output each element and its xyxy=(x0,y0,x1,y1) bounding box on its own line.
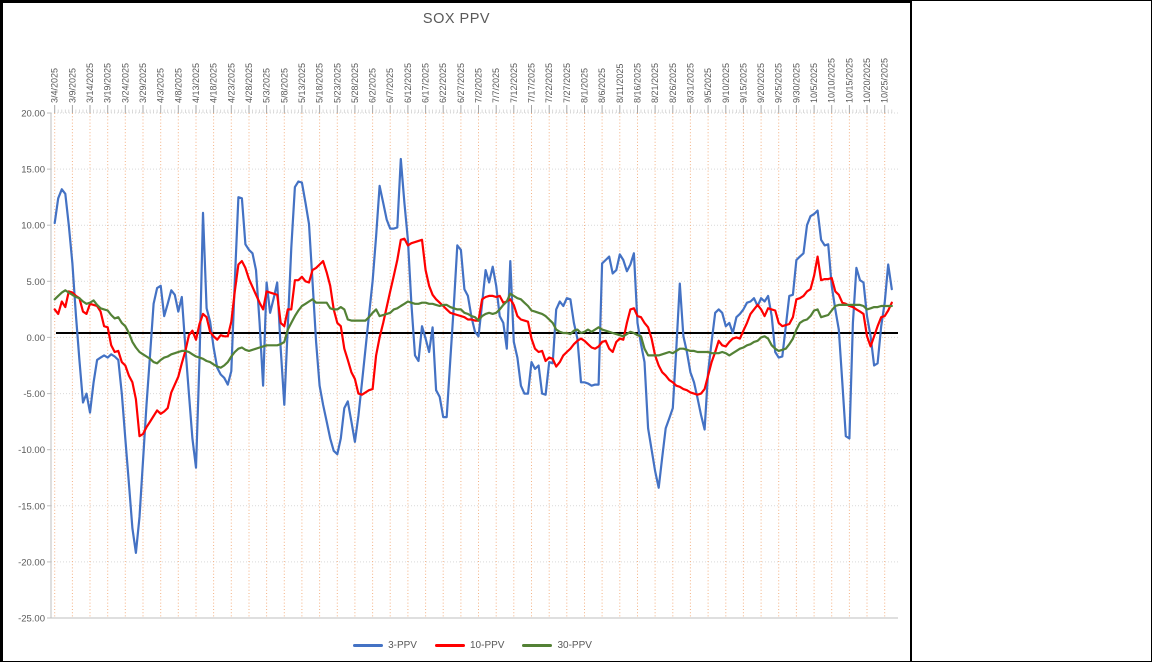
svg-text:4/13/2025: 4/13/2025 xyxy=(191,63,201,103)
svg-text:8/21/2025: 8/21/2025 xyxy=(650,63,660,103)
svg-text:-20.00: -20.00 xyxy=(18,557,45,568)
svg-text:7/17/2025: 7/17/2025 xyxy=(527,63,537,103)
series-lines xyxy=(53,157,893,555)
svg-text:3/14/2025: 3/14/2025 xyxy=(85,63,95,103)
svg-text:5/18/2025: 5/18/2025 xyxy=(315,63,325,103)
svg-text:5/28/2025: 5/28/2025 xyxy=(350,63,360,103)
svg-text:9/30/2025: 9/30/2025 xyxy=(791,63,801,103)
y-axis-labels: 20.00 15.00 10.00 5.00 0.00 -5.00 -10.00 -15.00… xyxy=(18,109,45,625)
svg-text:6/7/2025: 6/7/2025 xyxy=(385,68,395,103)
svg-text:4/8/2025: 4/8/2025 xyxy=(173,68,183,103)
svg-text:0.00: 0.00 xyxy=(27,333,46,344)
legend-line-swatch-3-ppv-icon xyxy=(353,644,384,647)
series-line-30-PPV[interactable] xyxy=(53,289,893,369)
svg-text:4/23/2025: 4/23/2025 xyxy=(226,63,236,103)
series-line-3-PPV[interactable] xyxy=(53,157,893,555)
legend-label-3-ppv: 3-PPV xyxy=(388,640,417,651)
svg-text:3/19/2025: 3/19/2025 xyxy=(103,63,113,103)
x-axis-date-labels: 3/4/2025 3/9/2025 3/14/2025 3/19/2025 3/24/2… xyxy=(50,58,890,103)
vertical-gridlines xyxy=(54,113,886,618)
svg-text:4/3/2025: 4/3/2025 xyxy=(156,68,166,103)
svg-text:7/2/2025: 7/2/2025 xyxy=(474,68,484,103)
svg-text:-5.00: -5.00 xyxy=(23,389,45,400)
chart-title: SOX PPV xyxy=(422,11,491,27)
legend-item-10-ppv[interactable]: 10-PPV xyxy=(434,640,505,651)
svg-text:5/23/2025: 5/23/2025 xyxy=(332,63,342,103)
chart-frame[interactable]: SOX PPV 20.00 15.00 10.00 5.00 0.00 -5.00 -10.… xyxy=(1,1,912,661)
axis-lines xyxy=(50,113,898,619)
svg-text:9/10/2025: 9/10/2025 xyxy=(721,63,731,103)
legend-item-3-ppv[interactable]: 3-PPV xyxy=(353,640,417,651)
svg-text:9/25/2025: 9/25/2025 xyxy=(774,63,784,103)
svg-text:10/20/2025: 10/20/2025 xyxy=(862,58,872,103)
svg-text:3/4/2025: 3/4/2025 xyxy=(50,68,60,103)
svg-text:6/12/2025: 6/12/2025 xyxy=(403,63,413,103)
svg-text:10/5/2025: 10/5/2025 xyxy=(809,63,819,103)
line-chart-plot: 20.00 15.00 10.00 5.00 0.00 -5.00 -10.00 -15.00… xyxy=(18,58,898,625)
svg-text:3/29/2025: 3/29/2025 xyxy=(138,63,148,103)
svg-text:5.00: 5.00 xyxy=(27,277,46,288)
legend-label-30-ppv: 30-PPV xyxy=(557,640,592,651)
axis-ticks xyxy=(47,105,893,619)
series-line-10-PPV[interactable] xyxy=(53,237,893,438)
svg-text:9/5/2025: 9/5/2025 xyxy=(703,68,713,103)
legend-line-swatch-30-ppv-icon xyxy=(522,644,553,647)
svg-text:9/15/2025: 9/15/2025 xyxy=(738,63,748,103)
svg-text:6/27/2025: 6/27/2025 xyxy=(456,63,466,103)
svg-text:8/26/2025: 8/26/2025 xyxy=(668,63,678,103)
svg-text:10.00: 10.00 xyxy=(21,221,45,232)
chart-legend: 3-PPV 10-PPV 30-PPV xyxy=(19,640,926,651)
svg-text:7/7/2025: 7/7/2025 xyxy=(491,68,501,103)
svg-text:7/22/2025: 7/22/2025 xyxy=(544,63,554,103)
legend-line-swatch-10-ppv-icon xyxy=(434,644,465,647)
svg-text:6/22/2025: 6/22/2025 xyxy=(438,63,448,103)
svg-text:6/2/2025: 6/2/2025 xyxy=(368,68,378,103)
svg-text:5/13/2025: 5/13/2025 xyxy=(297,63,307,103)
svg-text:10/10/2025: 10/10/2025 xyxy=(827,58,837,103)
svg-text:8/1/2025: 8/1/2025 xyxy=(580,68,590,103)
svg-text:8/6/2025: 8/6/2025 xyxy=(597,68,607,103)
svg-text:9/20/2025: 9/20/2025 xyxy=(756,63,766,103)
svg-text:7/12/2025: 7/12/2025 xyxy=(509,63,519,103)
svg-text:10/25/2025: 10/25/2025 xyxy=(880,58,890,103)
svg-text:8/11/2025: 8/11/2025 xyxy=(615,64,625,103)
svg-text:8/16/2025: 8/16/2025 xyxy=(633,63,643,103)
svg-text:3/24/2025: 3/24/2025 xyxy=(120,63,130,103)
svg-text:5/8/2025: 5/8/2025 xyxy=(279,68,289,103)
svg-text:3/9/2025: 3/9/2025 xyxy=(67,68,77,103)
svg-text:6/17/2025: 6/17/2025 xyxy=(421,63,431,103)
svg-text:10/15/2025: 10/15/2025 xyxy=(844,58,854,103)
svg-text:-10.00: -10.00 xyxy=(18,445,45,456)
svg-text:4/18/2025: 4/18/2025 xyxy=(209,63,219,103)
svg-text:-15.00: -15.00 xyxy=(18,501,45,512)
legend-item-30-ppv[interactable]: 30-PPV xyxy=(522,640,592,651)
svg-text:15.00: 15.00 xyxy=(21,165,45,176)
legend-label-10-ppv: 10-PPV xyxy=(469,640,505,651)
svg-text:7/27/2025: 7/27/2025 xyxy=(562,63,572,103)
svg-text:5/3/2025: 5/3/2025 xyxy=(262,68,272,103)
svg-text:8/31/2025: 8/31/2025 xyxy=(685,63,695,103)
svg-text:4/28/2025: 4/28/2025 xyxy=(244,63,254,103)
svg-text:20.00: 20.00 xyxy=(21,109,45,120)
svg-text:-25.00: -25.00 xyxy=(18,614,45,625)
